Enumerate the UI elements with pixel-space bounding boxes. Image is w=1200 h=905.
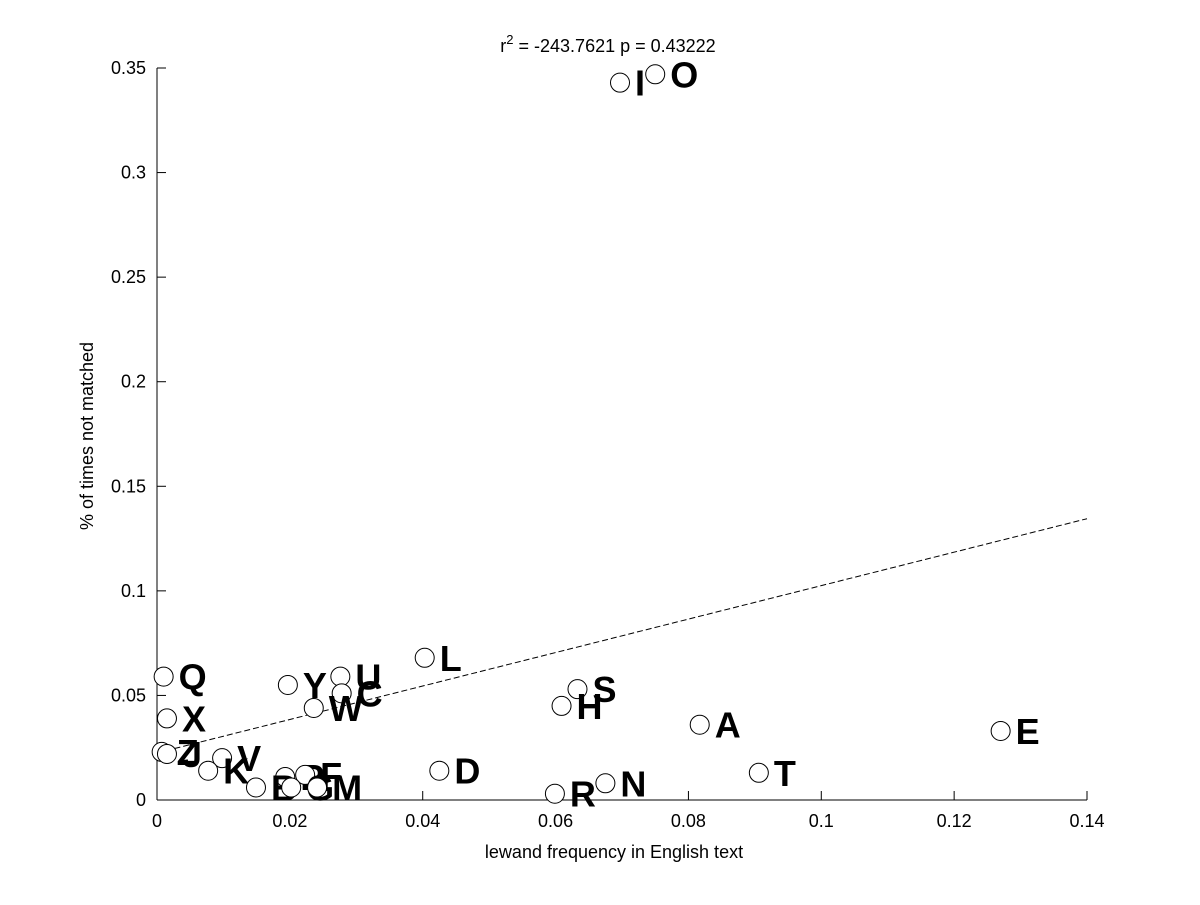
- x-axis-label: lewand frequency in English text: [485, 842, 743, 862]
- point-label-c: C: [357, 673, 383, 714]
- x-tick-label: 0.02: [272, 811, 307, 831]
- data-point-t: [748, 762, 769, 783]
- point-label-o: O: [670, 54, 698, 95]
- data-point-v: [212, 748, 233, 769]
- data-point-s: [567, 679, 588, 700]
- y-tick-label: 0.15: [111, 476, 146, 496]
- point-label-l: L: [440, 638, 462, 679]
- point-label-d: D: [454, 751, 480, 792]
- point-label-x: X: [182, 698, 206, 739]
- data-point-g: [281, 777, 302, 798]
- x-tick-label: 0: [152, 811, 162, 831]
- x-tick-label: 0.14: [1069, 811, 1104, 831]
- data-point-o: [645, 64, 666, 85]
- x-tick-label: 0.1: [809, 811, 834, 831]
- y-tick-label: 0.05: [111, 685, 146, 705]
- chart-title: r2 = -243.7621 p = 0.43222: [500, 32, 715, 56]
- data-point-k: [198, 760, 219, 781]
- title-suffix: = -243.7621 p = 0.43222: [514, 36, 716, 56]
- y-tick-label: 0: [136, 790, 146, 810]
- point-label-v: V: [237, 738, 261, 779]
- point-label-z: Z: [177, 732, 199, 773]
- title-prefix: r: [500, 36, 506, 56]
- x-tick-label: 0.04: [405, 811, 440, 831]
- point-label-r: R: [570, 774, 596, 815]
- data-point-i: [610, 72, 631, 93]
- point-label-k: K: [223, 751, 249, 792]
- title-superscript: 2: [506, 32, 513, 47]
- fit-line: [156, 518, 1088, 754]
- data-point-w: [303, 697, 324, 718]
- point-label-s: S: [592, 669, 616, 710]
- data-point-b: [245, 777, 266, 798]
- x-tick-label: 0.06: [538, 811, 573, 831]
- data-point-n: [595, 773, 616, 794]
- point-label-j: J: [182, 734, 202, 775]
- y-tick-label: 0.1: [121, 581, 146, 601]
- data-point-j: [156, 743, 177, 764]
- y-tick-label: 0.2: [121, 372, 146, 392]
- points-layer: OILQUYCSHWXAEZJVKDTPFNBGMR: [151, 54, 1040, 815]
- data-point-e: [990, 720, 1011, 741]
- point-label-w: W: [329, 688, 363, 729]
- data-point-m: [307, 777, 328, 798]
- x-tick-label: 0.12: [937, 811, 972, 831]
- data-point-d: [429, 760, 450, 781]
- y-tick-label: 0.3: [121, 163, 146, 183]
- x-tick-label: 0.08: [671, 811, 706, 831]
- point-label-i: I: [635, 63, 645, 104]
- y-tick-label: 0.35: [111, 58, 146, 78]
- point-label-u: U: [355, 657, 381, 698]
- point-label-h: H: [577, 686, 603, 727]
- data-point-h: [551, 695, 572, 716]
- point-label-e: E: [1016, 711, 1040, 752]
- data-point-l: [414, 647, 435, 668]
- data-point-x: [156, 708, 177, 729]
- data-point-u: [330, 666, 351, 687]
- data-point-q: [153, 666, 174, 687]
- fit-line-layer: [156, 518, 1088, 754]
- y-tick-label: 0.25: [111, 267, 146, 287]
- point-label-n: N: [620, 763, 646, 804]
- point-label-t: T: [774, 753, 796, 794]
- data-point-c: [331, 683, 352, 704]
- data-point-y: [277, 674, 298, 695]
- y-axis-label: % of times not matched: [77, 342, 97, 530]
- point-label-a: A: [715, 705, 741, 746]
- point-label-m: M: [332, 767, 362, 808]
- data-point-r: [544, 783, 565, 804]
- data-point-a: [689, 714, 710, 735]
- point-label-q: Q: [179, 657, 207, 698]
- axes: 0 0.02 0.04 0.06 0.08 0.1 0.12 0.14 0 0.05 0.1 0.15…: [111, 58, 1105, 831]
- data-point-f: [295, 764, 316, 785]
